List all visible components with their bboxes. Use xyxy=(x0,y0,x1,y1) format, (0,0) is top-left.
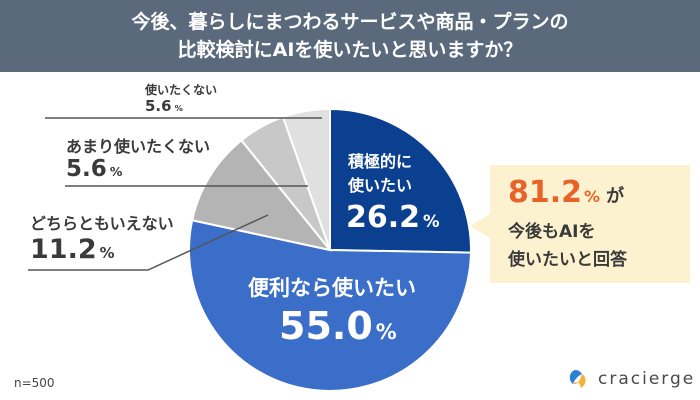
sample-size: n=500 xyxy=(14,376,55,390)
leader-line-neutral xyxy=(28,214,269,271)
slice-neutral xyxy=(190,138,333,252)
summary-callout: 81.2% が 今後もAIを 使いたいと回答 xyxy=(490,165,690,283)
callout-headline: 81.2% が xyxy=(508,175,624,210)
slice-not-use xyxy=(281,107,331,251)
value-convenient: 55.0% xyxy=(279,304,397,348)
callout-value: 81.2 xyxy=(508,175,583,210)
title-line-2: 比較検討にAIを使いたいと思いますか？ xyxy=(177,39,523,61)
value-active: 26.2% xyxy=(346,200,440,235)
callout-unit: % xyxy=(584,187,601,206)
value-rather-not-number: 5.6 xyxy=(66,156,107,182)
value-not-use: 5.6% xyxy=(145,97,183,115)
value-active-unit: % xyxy=(423,212,440,231)
label-active-line2: 使いたい xyxy=(348,176,413,195)
value-neutral: 11.2% xyxy=(30,234,115,265)
value-neutral-unit: % xyxy=(99,244,115,262)
brand-logo: cracierge xyxy=(566,368,695,390)
slice-active xyxy=(329,107,472,254)
brand-mark-icon xyxy=(569,370,586,388)
label-convenient: 便利なら使いたい xyxy=(248,276,416,300)
label-active: 積極的に 使いたい xyxy=(348,150,412,198)
title-line-1: 今後、暮らしにまつわるサービスや商品・プランの xyxy=(131,11,569,33)
value-rather-not-unit: % xyxy=(109,164,123,179)
value-active-number: 26.2 xyxy=(346,200,421,235)
label-active-line1: 積極的に xyxy=(348,152,413,171)
value-not-use-unit: % xyxy=(174,103,183,113)
value-not-use-number: 5.6 xyxy=(145,97,172,115)
value-convenient-unit: % xyxy=(375,320,397,344)
value-convenient-number: 55.0 xyxy=(279,304,373,348)
callout-particle: が xyxy=(606,186,625,207)
callout-line-2: 今後もAIを xyxy=(508,222,596,242)
value-rather-not: 5.6% xyxy=(66,156,122,182)
label-neutral: どちらともいえない xyxy=(30,214,174,233)
brand-name: cracierge xyxy=(598,369,696,389)
chart-title: 今後、暮らしにまつわるサービスや商品・プランの 比較検討にAIを使いたいと思いま… xyxy=(0,0,700,72)
callout-tail xyxy=(470,214,490,238)
label-rather-not: あまり使いたくない xyxy=(66,137,211,156)
slice-convenient xyxy=(188,219,473,392)
callout-line-3: 使いたいと回答 xyxy=(508,250,627,270)
label-not-use: 使いたくない xyxy=(145,83,218,97)
value-neutral-number: 11.2 xyxy=(30,234,97,265)
